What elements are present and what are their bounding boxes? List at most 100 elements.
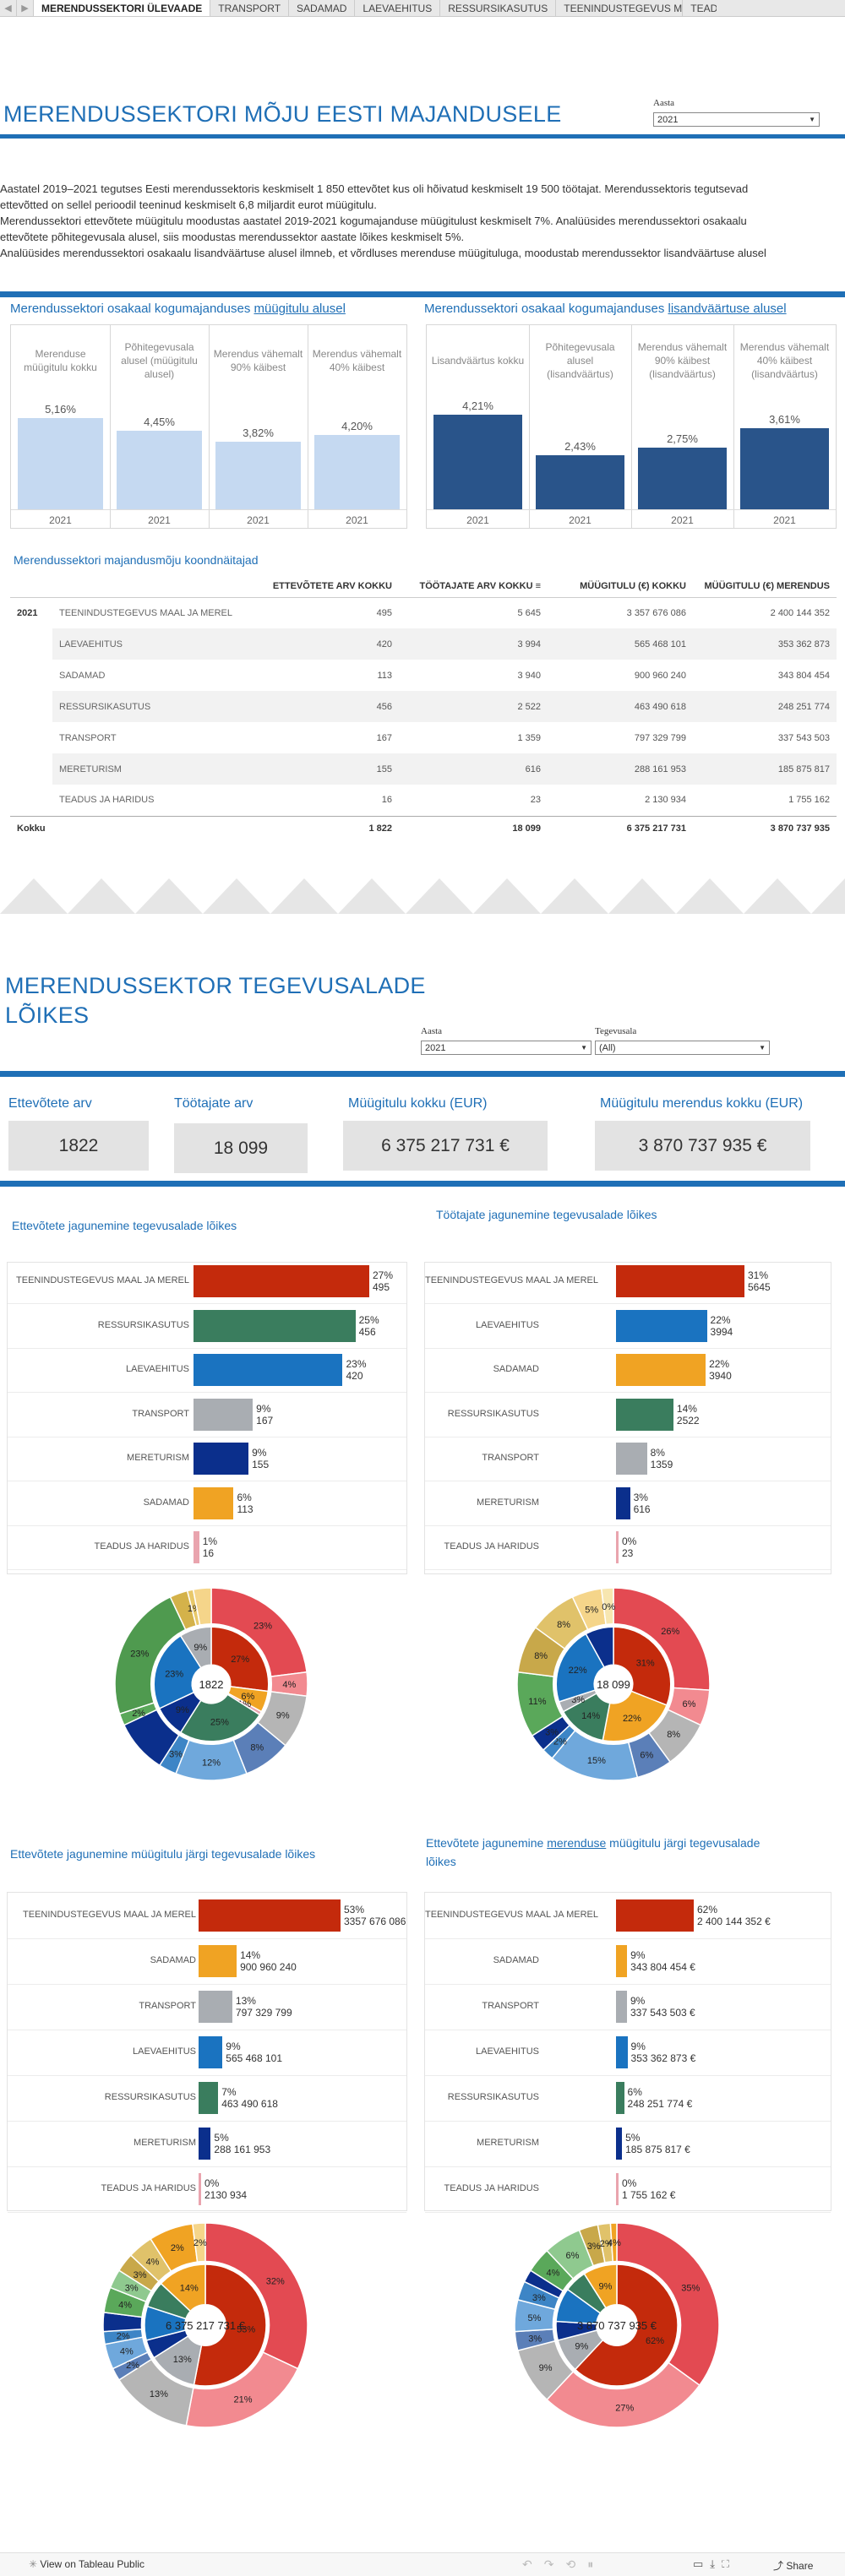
table-cell: 797 329 799 [634, 732, 686, 743]
zigzag-shape [68, 878, 135, 914]
tableau-footer: ✳ View on Tableau Public ↶↷⟲⏸ ▭⤓⛶ ⤴ Shar… [0, 2552, 845, 2576]
intro-line: ettevõtted on sellel perioodil teeninud … [0, 198, 377, 211]
panel-column-header: Merendus vähemalt 90% käibest [213, 348, 303, 373]
share-button[interactable]: ⤴ Share [773, 2560, 814, 2572]
table-cell [52, 815, 255, 841]
bar-value-label: 13% 797 329 799 [236, 1995, 292, 2019]
donut-slice-label: 5% [527, 2313, 541, 2323]
companies-chart-title: Ettevõtete jagunemine tegevusalade lõike… [12, 1219, 237, 1232]
donut-ring-gap [150, 1622, 273, 1746]
undo-redo-controls: ↶↷⟲⏸ [522, 2557, 605, 2572]
intro-line: ettevõtete põhitegevusala alusel, siis m… [0, 231, 465, 243]
kpi-label-revenue: Müügitulu kokku (EUR) [348, 1096, 488, 1111]
zigzag-shape [0, 878, 68, 914]
donut-slice-label: 53% [237, 2325, 255, 2335]
donut-center [596, 2304, 638, 2346]
activity-filter-select[interactable]: (All) ▼ [595, 1041, 770, 1055]
share-bar [215, 441, 301, 509]
download-icon[interactable]: ⤓ [710, 2557, 722, 2570]
category-bar [199, 1945, 237, 1977]
table-cell: 463 490 618 [548, 691, 693, 722]
zigzag-shape [338, 878, 406, 914]
category-bar [194, 1531, 199, 1563]
fullscreen-icon[interactable]: ⛶ [722, 2557, 737, 2570]
share-bar [314, 434, 400, 509]
category-label: LAEVAEHITUS [133, 2046, 196, 2057]
donut-center-label: 6 375 217 731 € [166, 2319, 246, 2332]
bar-count-label: 616 [633, 1503, 651, 1515]
bar-count-label: 353 362 873 € [630, 2052, 696, 2064]
bar-count-label: 1 755 162 € [622, 2189, 676, 2201]
donut-slice-label: 9% [599, 2282, 613, 2292]
donut-slice-label: 0% [602, 1602, 615, 1612]
category-bar [616, 2173, 619, 2205]
tab-teadus[interactable]: TEADU [690, 2, 717, 14]
donut-slice-label: 8% [250, 1743, 264, 1753]
bar-value-label: 9% 565 468 101 [226, 2041, 282, 2064]
chart-row-line [425, 2212, 831, 2213]
share-value-label: 4,45% [144, 415, 175, 428]
category-bar [616, 1945, 628, 1977]
bar-value-label: 62% 2 400 144 352 € [697, 1904, 771, 1927]
donut-center-label: 1822 [199, 1678, 224, 1691]
bar-value-label: 3% 616 [634, 1492, 651, 1515]
donut-slice-label: 6% [241, 1692, 254, 1702]
donut-ring-gap [552, 1622, 675, 1746]
pause-icon[interactable]: ⏸ [587, 2557, 606, 2571]
bar-percent-label: 9% [226, 2041, 241, 2052]
panel-column-header: Lisandväärtus kokku [431, 355, 525, 367]
bar-percent-label: 62% [697, 1904, 718, 1916]
year-filter-select[interactable]: 2021 ▼ [653, 112, 820, 127]
undo-icon[interactable]: ↶ [522, 2557, 544, 2571]
share-year-label: 2021 [49, 514, 72, 526]
tab-scroll-right-icon[interactable]: ▶ [17, 0, 34, 16]
redo-icon[interactable]: ↷ [543, 2557, 566, 2571]
donut-slice-label: 3% [571, 1695, 585, 1705]
bar-value-label: 9% 353 362 873 € [631, 2041, 696, 2064]
tab-scroll-left-icon[interactable]: ◀ [0, 0, 17, 16]
zigzag-divider [0, 872, 845, 914]
col-header-marine-revenue[interactable]: MÜÜGITULU (€) MERENDUS [693, 575, 837, 598]
category-bar [199, 2082, 219, 2114]
kpi-label-marine-revenue: Müügitulu merendus kokku (EUR) [600, 1096, 804, 1111]
table-cell: 23 [530, 795, 541, 806]
tableau-public-link[interactable]: ✳ View on Tableau Public [29, 2558, 145, 2570]
section2-year-select[interactable]: 2021 ▼ [421, 1041, 592, 1055]
category-bar [616, 1398, 673, 1431]
chart-row-line [8, 2212, 406, 2213]
category-label: MERETURISM [477, 2138, 539, 2148]
panel-right-title-link[interactable]: lisandväärtuse alusel [668, 302, 787, 316]
col-header-companies[interactable]: ETTEVÕTETE ARV KOKKU [255, 575, 399, 598]
category-bar [194, 1309, 356, 1342]
bar-count-label: 3994 [710, 1325, 733, 1338]
sort-icon[interactable]: ≡ [535, 580, 541, 591]
bar-value-label: 0% 2130 934 [204, 2177, 247, 2201]
tab-sadamad[interactable]: SADAMAD [289, 0, 356, 16]
revert-icon[interactable]: ⟲ [565, 2557, 588, 2571]
device-preview-icon[interactable]: ▭ [693, 2557, 711, 2570]
tab-teenindustegevus[interactable]: TEENINDUSTEGEVUS MAAL J... [556, 0, 684, 16]
chart-row-line [425, 1392, 831, 1394]
category-bar [616, 1531, 619, 1563]
tab-merendussektori-ulevaade[interactable]: MERENDUSSEKTORI ÜLEVAADE [34, 0, 211, 16]
donut-slice-label: 21% [233, 2394, 252, 2405]
table-year-cell [10, 722, 52, 753]
col-header-revenue[interactable]: MÜÜGITULU (€) KOKKU [548, 575, 693, 598]
marine-revenue-title-link[interactable]: merenduse [547, 1836, 607, 1850]
category-bar [199, 2128, 211, 2160]
tab-transport[interactable]: TRANSPORT [210, 0, 290, 16]
table-total-cell: 3 870 737 935 [693, 815, 837, 841]
panel-left-title-link[interactable]: müügitulu alusel [254, 302, 346, 316]
bar-percent-label: 14% [676, 1402, 697, 1415]
donut-slice-label: 8% [534, 1651, 548, 1661]
tab-laevaehitus[interactable]: LAEVAEHITUS [355, 0, 441, 16]
table-row-name: RESSURSIKASUTUS [52, 691, 255, 722]
table-cell: 16 [381, 795, 392, 806]
donut-slice-label: 2% [171, 2243, 184, 2253]
category-bar [199, 2173, 201, 2205]
donut-center-label: 3 870 737 935 € [577, 2319, 657, 2332]
col-header-employees[interactable]: TÖÖTAJATE ARV KOKKU ≡ [399, 575, 548, 598]
tab-ressursikasutus[interactable]: RESSURSIKASUTUS [440, 0, 557, 16]
category-bar [616, 2082, 624, 2114]
panel-left-chart: Merenduse müügitulu kokku 5,16% 2021 Põhite… [10, 324, 407, 529]
